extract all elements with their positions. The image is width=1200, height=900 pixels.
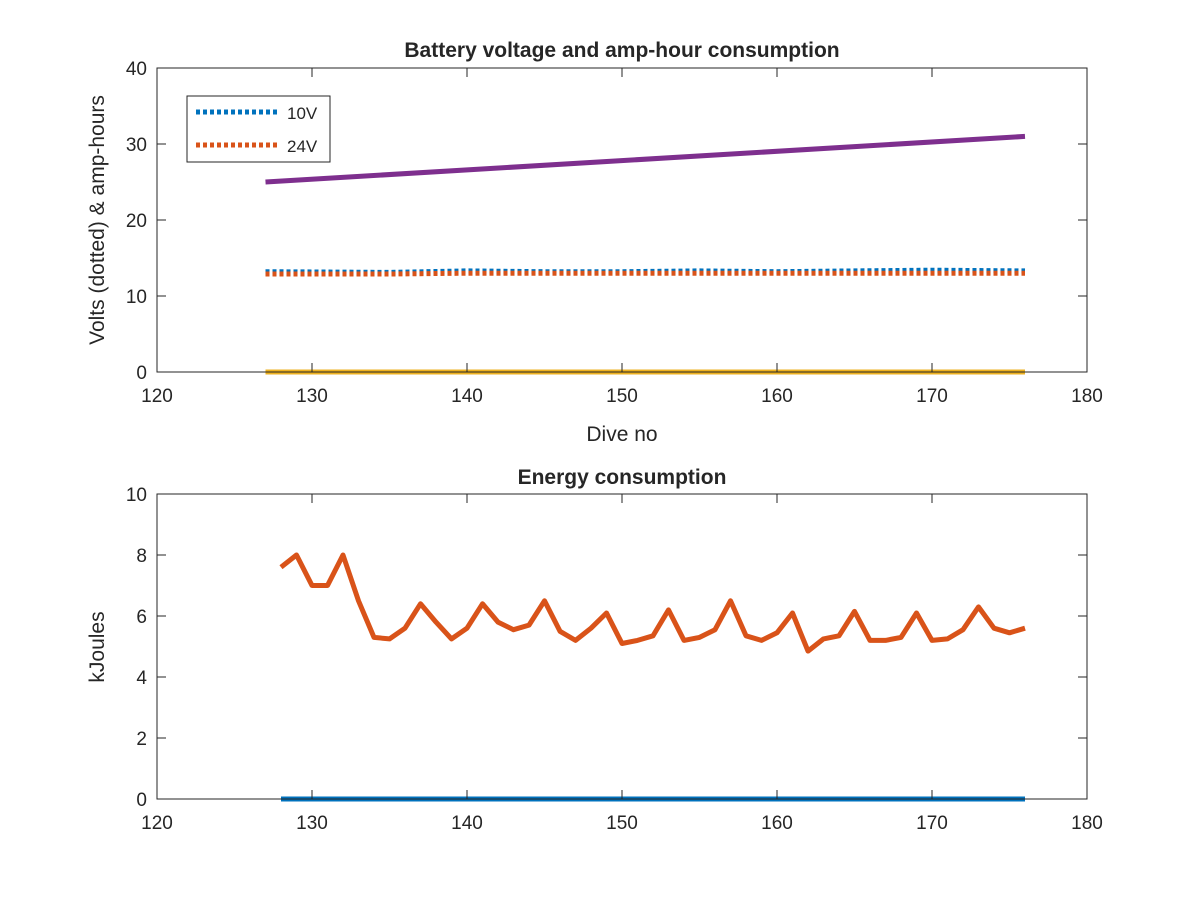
voltage-amphour-axes: 120 130 140 150 160 170 180 0 10 20 30 40 Battery v… xyxy=(86,39,1103,446)
y-tick-label: 8 xyxy=(136,546,147,567)
x-tick-label: 180 xyxy=(1071,386,1103,407)
y-tick-label: 10 xyxy=(126,485,147,506)
legend-entry-24v: 24V xyxy=(287,137,318,156)
series-line-2 xyxy=(265,133,1026,185)
x-tick-label: 120 xyxy=(141,386,173,407)
y-axis-label: Volts (dotted) & amp-hours xyxy=(86,95,109,345)
y-tick-label: 30 xyxy=(126,135,147,156)
y-tick-label: 0 xyxy=(136,363,147,384)
x-tick-label: 150 xyxy=(606,813,638,834)
voltage-amphour-ticks: 120 130 140 150 160 170 180 0 10 20 30 40 xyxy=(126,59,1103,407)
x-tick-label: 180 xyxy=(1071,813,1103,834)
x-axis-label: Dive no xyxy=(586,423,657,446)
legend: 10V 24V xyxy=(186,95,331,163)
x-tick-label: 170 xyxy=(916,813,948,834)
y-tick-label: 2 xyxy=(136,729,147,750)
legend-box xyxy=(186,95,331,163)
y-tick-label: 4 xyxy=(136,668,147,689)
series-line-24v xyxy=(265,270,1025,277)
x-tick-label: 140 xyxy=(451,386,483,407)
x-tick-label: 160 xyxy=(761,386,793,407)
chart-title: Energy consumption xyxy=(518,466,727,489)
y-axis-label: kJoules xyxy=(86,611,109,682)
energy-ticks: 120 130 140 150 160 170 180 0 2 4 6 8 10 xyxy=(126,485,1103,834)
y-tick-label: 10 xyxy=(126,287,147,308)
x-tick-label: 140 xyxy=(451,813,483,834)
x-tick-label: 130 xyxy=(296,813,328,834)
x-tick-label: 150 xyxy=(606,386,638,407)
x-tick-label: 160 xyxy=(761,813,793,834)
x-tick-label: 170 xyxy=(916,386,948,407)
x-tick-label: 130 xyxy=(296,386,328,407)
y-tick-label: 6 xyxy=(136,607,147,628)
energy-axes: 120 130 140 150 160 170 180 0 2 4 6 8 10 Energy cons… xyxy=(86,466,1103,834)
series-line-0 xyxy=(279,552,1026,654)
legend-entry-10v: 10V xyxy=(287,104,318,123)
chart-title: Battery voltage and amp-hour consumption xyxy=(404,39,839,62)
y-tick-label: 0 xyxy=(136,790,147,811)
y-tick-label: 20 xyxy=(126,211,147,232)
y-tick-label: 40 xyxy=(126,59,147,80)
x-tick-label: 120 xyxy=(141,813,173,834)
